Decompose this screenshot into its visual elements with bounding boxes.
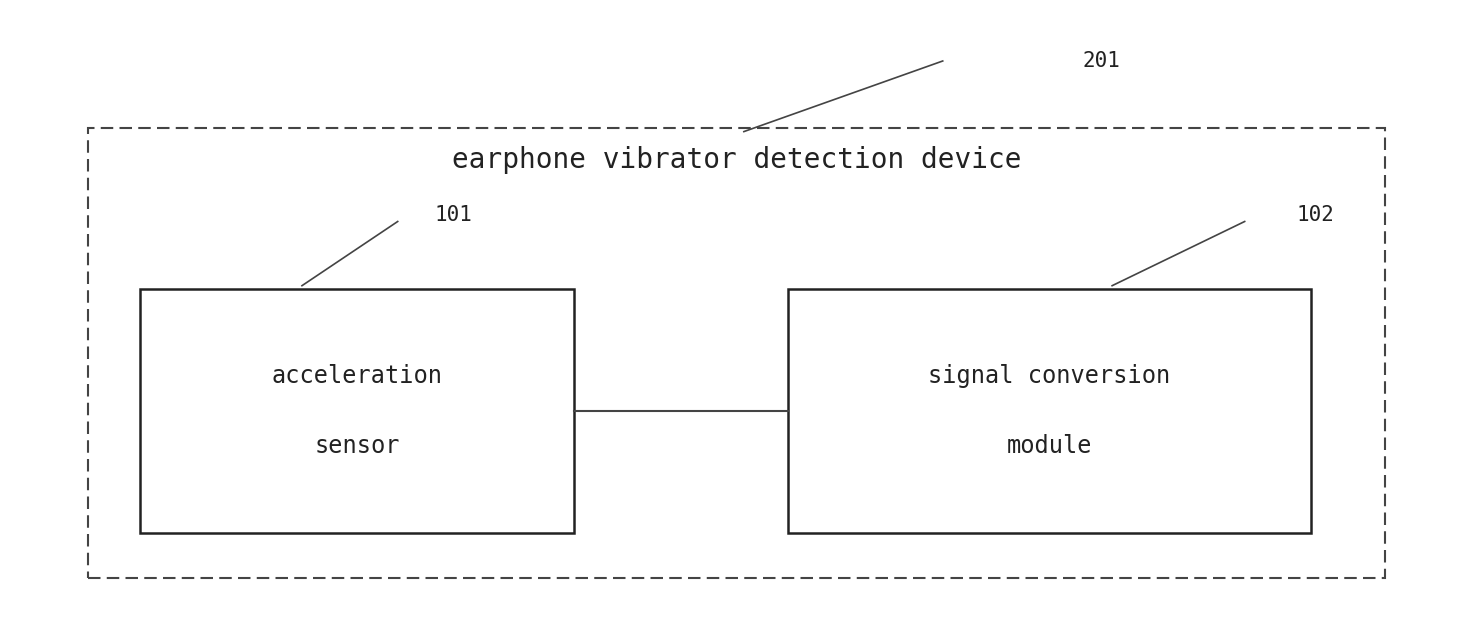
Text: 101: 101 <box>435 205 473 225</box>
Text: sensor: sensor <box>314 434 401 458</box>
Text: 201: 201 <box>1083 51 1121 71</box>
Bar <box>88 128 1385 578</box>
Text: module: module <box>1006 434 1093 458</box>
Text: earphone vibrator detection device: earphone vibrator detection device <box>452 146 1021 175</box>
Bar <box>140 289 574 533</box>
Text: acceleration: acceleration <box>271 363 443 388</box>
Text: signal conversion: signal conversion <box>928 363 1171 388</box>
Bar <box>788 289 1311 533</box>
Text: 102: 102 <box>1296 205 1335 225</box>
